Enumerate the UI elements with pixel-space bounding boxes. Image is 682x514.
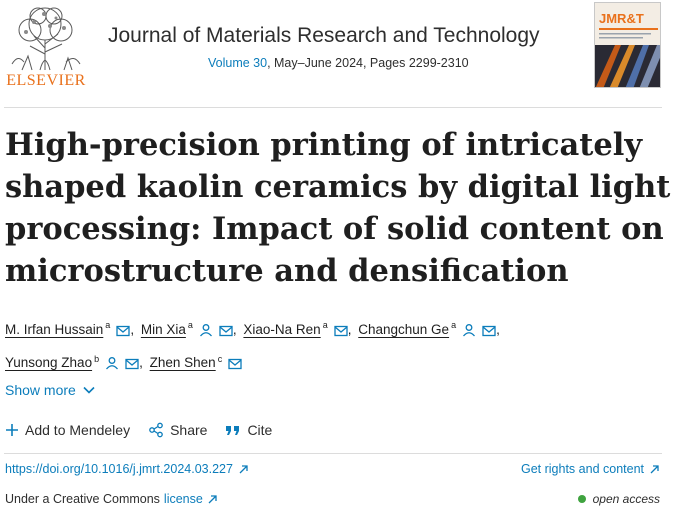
add-to-mendeley-button[interactable]: Add to Mendeley — [5, 422, 130, 438]
show-more-label: Show more — [5, 382, 76, 398]
journal-info: Journal of Materials Research and Techno… — [108, 24, 578, 70]
journal-header: ELSEVIER Journal of Materials Research a… — [0, 0, 682, 104]
license-link[interactable]: license — [163, 492, 203, 506]
elsevier-logo[interactable]: ELSEVIER — [4, 4, 86, 90]
quote-icon — [226, 426, 240, 435]
author-item: Yunsong Zhao b, — [5, 353, 146, 371]
external-arrow-icon — [239, 464, 248, 473]
show-more-button[interactable]: Show more — [5, 382, 96, 398]
author-name-link[interactable]: Xiao-Na Ren — [243, 321, 321, 337]
affiliation-marker[interactable]: c — [217, 353, 223, 364]
envelope-icon[interactable] — [228, 352, 242, 379]
rights-text: Get rights and content — [521, 462, 644, 476]
doi-link[interactable]: https://doi.org/10.1016/j.jmrt.2024.03.2… — [5, 462, 249, 476]
license-prefix: Under a Creative Commons — [5, 492, 160, 506]
envelope-icon[interactable] — [219, 319, 233, 346]
cover-image: JMR&T — [595, 3, 660, 87]
open-access-dot — [577, 495, 586, 503]
author-list: M. Irfan Hussain a, Min Xia a, Xiao-Na Ren… — [5, 312, 665, 379]
plus-icon — [6, 424, 18, 436]
external-arrow-icon — [650, 464, 659, 473]
journal-issue: Volume 30, May–June 2024, Pages 2299-231… — [208, 56, 469, 70]
volume-link[interactable]: Volume 30 — [208, 56, 268, 70]
header-divider — [4, 107, 662, 108]
person-icon[interactable] — [462, 319, 476, 346]
person-icon[interactable] — [105, 352, 119, 379]
author-item: Xiao-Na Ren a, — [243, 320, 354, 337]
author-name-link[interactable]: Min Xia — [140, 321, 186, 337]
article-actions: Add to Mendeley Share Cite — [5, 422, 290, 438]
envelope-icon[interactable] — [334, 319, 348, 346]
doi-text: https://doi.org/10.1016/j.jmrt.2024.03.2… — [5, 462, 233, 476]
author-item: Min Xia a, — [140, 320, 240, 337]
article-title: High-precision printing of intricately s… — [5, 127, 671, 289]
mendeley-label: Add to Mendeley — [25, 422, 131, 438]
cite-label: Cite — [247, 422, 273, 438]
journal-cover-thumbnail[interactable]: JMR&T — [594, 2, 661, 88]
elsevier-wordmark: ELSEVIER — [6, 72, 86, 89]
cite-button[interactable]: Cite — [225, 422, 272, 438]
affiliation-marker[interactable]: a — [322, 320, 328, 330]
author-name-link[interactable]: Zhen Shen — [149, 355, 216, 370]
envelope-icon[interactable] — [125, 352, 139, 379]
issue-pages: , May–June 2024, Pages 2299-2310 — [267, 56, 469, 70]
journal-title[interactable]: Journal of Materials Research and Techno… — [108, 24, 540, 47]
affiliation-marker[interactable]: a — [105, 320, 111, 330]
affiliation-marker[interactable]: b — [94, 353, 100, 364]
envelope-icon[interactable] — [482, 319, 496, 346]
share-button[interactable]: Share — [148, 422, 207, 438]
author-item: M. Irfan Hussain a, — [5, 320, 137, 337]
get-rights-link[interactable]: Get rights and content — [521, 462, 660, 476]
author-separator: , — [232, 321, 237, 337]
affiliation-marker[interactable]: a — [451, 320, 457, 330]
author-name-link[interactable]: Yunsong Zhao — [5, 355, 93, 370]
envelope-icon[interactable] — [116, 319, 130, 346]
author-name-link[interactable]: M. Irfan Hussain — [5, 321, 104, 337]
open-access-label: open access — [592, 492, 660, 506]
affiliation-marker[interactable]: a — [187, 320, 193, 330]
license-statement: Under a Creative Commons license — [5, 492, 218, 506]
share-icon — [149, 422, 163, 438]
open-access-badge: open access — [577, 492, 660, 506]
author-separator: , — [347, 321, 352, 337]
share-label: Share — [170, 422, 208, 438]
chevron-down-icon — [83, 386, 95, 394]
author-item: Changchun Ge a, — [358, 320, 503, 337]
author-name-link[interactable]: Changchun Ge — [358, 321, 450, 337]
author-separator: , — [496, 321, 500, 337]
author-item: Zhen Shen c — [149, 353, 243, 370]
author-separator: , — [130, 321, 135, 337]
person-icon[interactable] — [199, 319, 213, 346]
elsevier-tree-logo — [4, 4, 86, 72]
author-separator: , — [139, 355, 143, 370]
cover-abbrev: JMR&T — [599, 11, 644, 26]
external-arrow-icon — [208, 494, 217, 503]
actions-divider — [4, 453, 662, 454]
